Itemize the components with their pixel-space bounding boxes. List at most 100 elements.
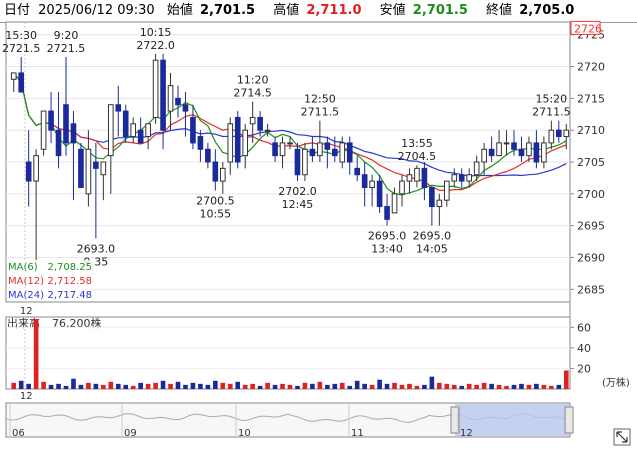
candle-body <box>145 123 151 138</box>
candle-body <box>518 148 525 157</box>
volume-bar <box>257 385 263 389</box>
candle-body <box>496 142 502 157</box>
candle-body <box>190 116 196 144</box>
candle-body <box>212 161 219 182</box>
volume-bar <box>496 384 502 389</box>
annotation-price: 2711.5 <box>301 106 340 119</box>
candle-body <box>219 167 226 182</box>
candle-body <box>160 59 166 131</box>
x-axis-label: 12 <box>20 306 33 317</box>
candle-body <box>481 148 487 163</box>
volume-bar <box>175 381 181 389</box>
annotation-price: 2695.0 <box>368 230 407 243</box>
volume-bar <box>556 384 562 389</box>
volume-bar <box>242 384 248 389</box>
candle-body <box>18 72 25 93</box>
candle-body <box>78 148 84 188</box>
candle-body <box>511 142 517 150</box>
candle-body <box>541 142 547 163</box>
volume-bar <box>153 382 158 389</box>
volume-bar <box>362 383 367 389</box>
volume-bar <box>250 383 255 389</box>
candle-body <box>354 167 361 176</box>
volume-label: 出来高 <box>7 316 40 330</box>
volume-bar <box>213 380 218 389</box>
candle-body <box>25 161 32 182</box>
candle-body <box>122 110 129 138</box>
volume-bar <box>287 384 293 389</box>
volume-bar <box>205 384 211 389</box>
volume-bar <box>41 381 46 389</box>
volume-bar <box>183 384 188 389</box>
candle-body <box>197 136 204 150</box>
candle-body <box>555 129 562 138</box>
volume-bar <box>227 383 233 389</box>
volume-bar <box>399 384 405 389</box>
low-label: 安値 <box>379 3 406 18</box>
annotation-time: 15:20 <box>535 93 567 106</box>
open-value: 2,701.5 <box>199 3 256 18</box>
navigator-handle-left[interactable] <box>450 406 460 434</box>
volume-bar <box>347 385 353 389</box>
ma-legend-name: MA(24) <box>8 290 44 301</box>
candle-body <box>376 180 383 208</box>
candle-body <box>182 104 189 112</box>
candle-body <box>436 199 443 208</box>
legend-bg <box>7 274 93 287</box>
volume-bar <box>541 384 547 389</box>
candle-body <box>406 174 413 182</box>
annotation-price: 2704.5 <box>398 150 437 163</box>
candle-body <box>331 148 338 157</box>
candle-body <box>317 142 323 157</box>
navigator-selection <box>455 404 569 436</box>
y-tick-label: 2685 <box>577 283 605 296</box>
candle-body <box>533 142 540 163</box>
volume-bar <box>108 381 114 389</box>
annotation-time: 10:55 <box>199 208 231 221</box>
candle-body <box>369 180 375 188</box>
volume-bar <box>339 382 345 389</box>
navigator-handle-right[interactable] <box>564 406 574 434</box>
candle-body <box>100 161 107 176</box>
header-bar: 日付 2025/06/12 09:30 始値 2,701.5 高値 2,711.… <box>0 0 637 23</box>
legend-bg <box>7 260 93 273</box>
volume-bar <box>414 385 420 389</box>
legend-bg <box>7 288 93 301</box>
annotation-price: 2714.5 <box>233 87 272 100</box>
volume-bar <box>317 381 323 389</box>
volume-bar <box>101 384 106 389</box>
volume-bar <box>56 383 61 389</box>
candle-body <box>272 142 278 157</box>
volume-bar <box>310 383 315 389</box>
annotation-time: 9:20 <box>54 29 79 42</box>
navigator-label: 12 <box>460 428 473 439</box>
candle-body <box>294 148 301 176</box>
candle-body <box>55 129 62 157</box>
candle-body <box>264 129 271 132</box>
current-price-box <box>570 20 601 35</box>
volume-bar <box>429 376 435 389</box>
y-tick-label: 2695 <box>577 220 605 233</box>
ma-legend-name: MA(6) <box>8 262 38 273</box>
volume-bar <box>549 385 554 389</box>
volume-bar <box>63 385 69 389</box>
volume-bar <box>422 384 427 389</box>
volume-bar <box>302 382 308 389</box>
volume-bar <box>354 380 360 389</box>
volume-bar <box>407 383 412 389</box>
volume-bar <box>123 384 129 389</box>
volume-bar <box>459 385 465 389</box>
y-tick-label: 2720 <box>577 61 605 74</box>
candle-body <box>257 116 263 131</box>
ma-legend-value: 2,708.25 <box>47 262 92 273</box>
ma24-line <box>13 72 567 177</box>
volume-bar <box>71 378 76 389</box>
annotation-price: 2711.5 <box>532 106 571 119</box>
volume-bar <box>563 370 569 389</box>
volume-bar <box>145 383 151 389</box>
volume-bar <box>198 383 203 389</box>
candle-body <box>93 161 99 169</box>
volume-bar <box>160 380 166 389</box>
